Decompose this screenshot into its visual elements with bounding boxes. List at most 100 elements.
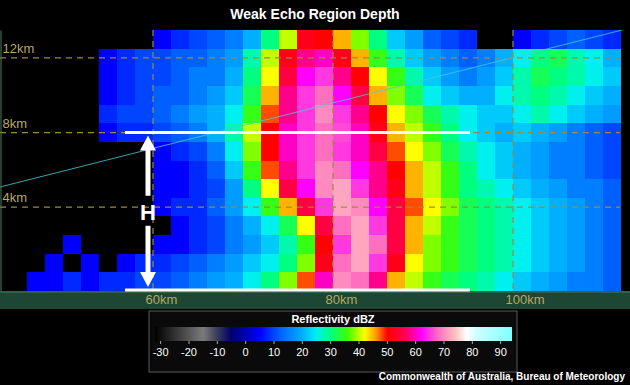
colorbar-tick <box>189 341 190 344</box>
colorbar-tick-label: 70 <box>438 346 450 358</box>
cell <box>171 142 189 161</box>
cell <box>567 272 585 291</box>
depth-arrow-upper <box>146 147 151 196</box>
cell <box>477 235 495 254</box>
cell <box>549 105 567 124</box>
cell <box>189 254 207 273</box>
grid-line-y <box>0 132 620 133</box>
cell <box>315 235 333 254</box>
cell <box>495 179 513 198</box>
cell <box>225 161 243 180</box>
cell <box>207 105 225 124</box>
cell <box>171 216 189 235</box>
cell <box>513 30 531 49</box>
colorbar-tick <box>274 341 275 344</box>
cell <box>513 105 531 124</box>
colorbar-tick-label: 90 <box>495 346 507 358</box>
cell <box>405 30 423 49</box>
cell <box>477 142 495 161</box>
colorbar-tick <box>444 341 445 344</box>
cell <box>243 216 261 235</box>
cell <box>369 105 387 124</box>
cell <box>567 30 585 49</box>
cell <box>477 67 495 86</box>
cell <box>261 67 279 86</box>
cell <box>189 272 207 291</box>
cell <box>153 67 171 86</box>
cell <box>279 105 297 124</box>
cell <box>189 216 207 235</box>
cell <box>495 105 513 124</box>
cell <box>567 179 585 198</box>
cell <box>441 142 459 161</box>
cell <box>387 105 405 124</box>
cell <box>585 142 603 161</box>
cell <box>531 86 549 105</box>
cell <box>405 216 423 235</box>
colorbar-box <box>149 311 517 372</box>
cell <box>297 30 315 49</box>
x-tick: 80km <box>326 292 358 307</box>
cell <box>153 254 171 273</box>
cell <box>405 86 423 105</box>
cell <box>279 142 297 161</box>
cell <box>549 86 567 105</box>
colorbar-tick <box>415 341 416 344</box>
cell <box>369 272 387 291</box>
cell <box>387 142 405 161</box>
cell <box>459 254 477 273</box>
cell <box>459 105 477 124</box>
cell <box>585 235 603 254</box>
background <box>0 0 630 385</box>
cell <box>477 179 495 198</box>
cell <box>369 30 387 49</box>
cell <box>369 161 387 180</box>
colorbar-tick-label: 50 <box>381 346 393 358</box>
cell <box>603 272 621 291</box>
cell <box>603 86 621 105</box>
cell <box>387 161 405 180</box>
grid-line-y <box>0 207 620 208</box>
cell <box>207 254 225 273</box>
cell <box>549 179 567 198</box>
plot-area <box>0 30 630 291</box>
colorbar-tick-label: -30 <box>153 346 169 358</box>
cell <box>351 161 369 180</box>
cell <box>225 272 243 291</box>
colorbar-title: Reflectivity dBZ <box>291 313 374 325</box>
cell <box>297 254 315 273</box>
cell <box>531 235 549 254</box>
cell <box>207 272 225 291</box>
cell <box>405 272 423 291</box>
cell <box>225 30 243 49</box>
cell <box>333 216 351 235</box>
cell <box>405 67 423 86</box>
cell <box>531 254 549 273</box>
cell <box>207 161 225 180</box>
cell <box>423 254 441 273</box>
x-tick: 60km <box>146 292 178 307</box>
cell <box>351 105 369 124</box>
cell <box>171 179 189 198</box>
cell <box>99 105 117 124</box>
cell <box>279 161 297 180</box>
cell <box>441 254 459 273</box>
y-axis: 4km8km12km <box>1 31 35 292</box>
cell <box>369 254 387 273</box>
cell <box>585 254 603 273</box>
grid-line-y <box>0 57 620 58</box>
cell <box>549 142 567 161</box>
cell <box>351 272 369 291</box>
cell <box>117 86 135 105</box>
colorbar-tick-label: 20 <box>296 346 308 358</box>
cell <box>477 161 495 180</box>
cell <box>153 30 171 49</box>
cell <box>279 254 297 273</box>
cell <box>333 67 351 86</box>
cell <box>387 179 405 198</box>
cell <box>513 179 531 198</box>
cell <box>189 235 207 254</box>
cell <box>531 272 549 291</box>
cell <box>279 272 297 291</box>
colorbar-tick <box>359 341 360 344</box>
